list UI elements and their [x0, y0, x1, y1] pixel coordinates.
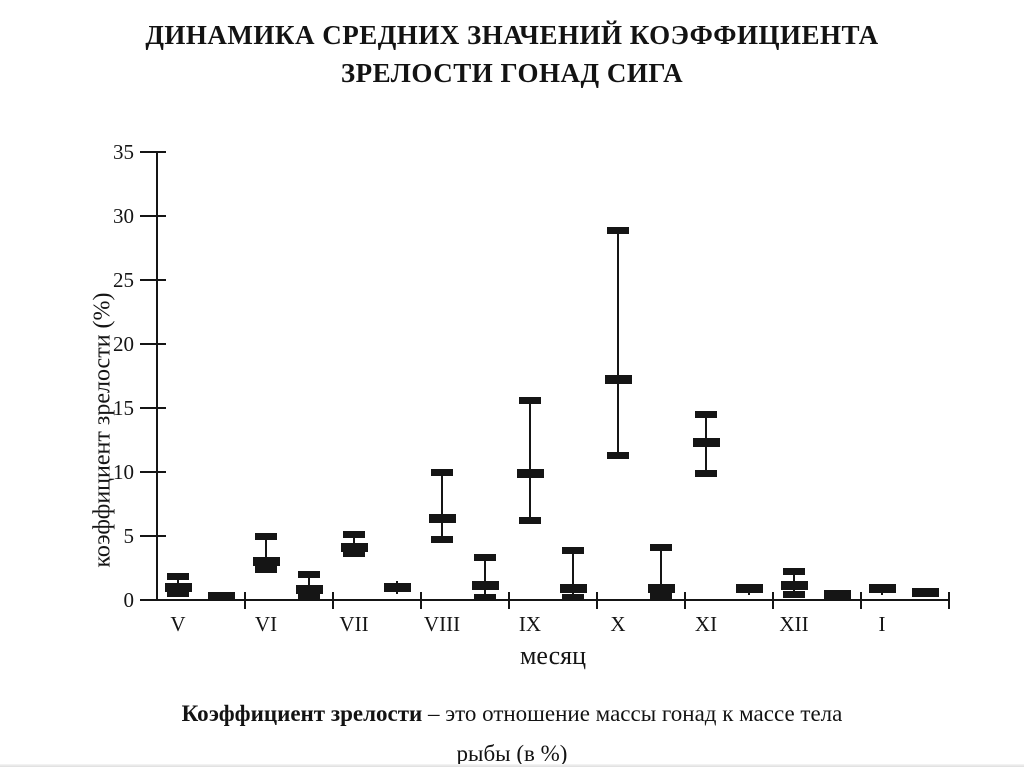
point-series-2-I-mean-marker	[911, 587, 939, 597]
point-series-2-VI-mean-marker	[295, 585, 323, 595]
caption: Коэффициент зрелости – это отношение мас…	[0, 694, 1024, 767]
y-tick-35	[140, 151, 166, 153]
point-series-2-IX-mean-marker	[559, 583, 587, 593]
x-tick-4	[508, 592, 510, 609]
point-series-1-VI-cap-bottom	[255, 565, 277, 573]
y-tick-15	[140, 407, 166, 409]
point-series-1-XII-mean-marker	[780, 581, 808, 591]
point-series-2-IX-cap-top	[562, 546, 584, 554]
point-series-1-V-cap-top	[167, 573, 189, 581]
point-series-1-XII-cap-bottom	[783, 591, 805, 599]
point-series-1-V-mean-marker	[164, 582, 192, 592]
caption-line-2: рыбы (в %)	[456, 741, 568, 766]
point-series-2-IX-cap-bottom	[562, 593, 584, 601]
point-series-1-VIII-whisker-line	[441, 472, 443, 540]
caption-term: Коэффициент зрелости	[181, 701, 423, 726]
x-tick-3	[420, 592, 422, 609]
y-tick-20	[140, 343, 166, 345]
y-tick-25	[140, 279, 166, 281]
y-tick-label-20: 20	[113, 332, 134, 356]
x-axis-line	[156, 599, 950, 601]
x-month-label-IX: IX	[518, 612, 542, 636]
point-series-1-V-cap-bottom	[167, 590, 189, 598]
point-series-2-VI-cap-bottom	[298, 593, 320, 601]
point-series-2-XII-mean-marker	[823, 590, 851, 600]
x-tick-7	[772, 592, 774, 609]
point-series-1-VIII-mean-marker	[428, 513, 456, 523]
y-tick-label-35: 35	[113, 140, 134, 164]
y-tick-label-5: 5	[123, 524, 135, 548]
x-tick-6	[684, 592, 686, 609]
y-tick-30	[140, 215, 166, 217]
point-series-1-I-mean-marker	[868, 583, 896, 593]
x-month-label-X: X	[610, 612, 626, 636]
y-tick-label-15: 15	[113, 396, 134, 420]
point-series-1-XI-cap-bottom	[695, 469, 717, 477]
x-tick-9	[948, 592, 950, 609]
point-series-2-VIII-cap-bottom	[474, 593, 496, 601]
point-series-2-IX-whisker-line	[572, 550, 574, 598]
point-series-1-X-cap-top	[607, 226, 629, 234]
point-series-1-VIII-cap-top	[431, 468, 453, 476]
point-series-1-VIII-cap-bottom	[431, 536, 453, 544]
point-series-2-X-cap-top	[650, 544, 672, 552]
point-series-1-VII-mean-marker	[340, 543, 368, 553]
point-series-1-IX-whisker-line	[529, 400, 531, 521]
x-month-label-VIII: VIII	[423, 612, 461, 636]
point-series-1-IX-mean-marker	[516, 468, 544, 478]
caption-line-1: Коэффициент зрелости – это отношение мас…	[0, 694, 1024, 734]
title-line-2: ЗРЕЛОСТИ ГОНАД СИГА	[340, 58, 684, 88]
point-series-2-X-cap-bottom	[650, 592, 672, 600]
point-series-1-X-mean-marker	[604, 375, 632, 385]
x-tick-2	[332, 592, 334, 609]
point-series-1-VI-mean-marker	[252, 557, 280, 567]
y-tick-0	[140, 599, 166, 601]
y-tick-label-0: 0	[123, 588, 135, 612]
point-series-1-IX-cap-top	[519, 396, 541, 404]
x-month-label-VII: VII	[339, 612, 369, 636]
point-series-1-XI-cap-top	[695, 410, 717, 418]
slide-bottom-edge	[0, 764, 1024, 767]
point-series-2-VIII-whisker-line	[484, 557, 486, 598]
caption-definition: – это отношение массы гонад к массе тела	[422, 701, 843, 726]
point-series-1-VI-cap-top	[255, 532, 277, 540]
point-series-1-X-cap-bottom	[607, 451, 629, 459]
x-month-label-VI: VI	[254, 612, 278, 636]
point-series-1-VII-cap-bottom	[343, 550, 365, 558]
x-month-label-I: I	[878, 612, 886, 636]
point-series-1-XII-cap-top	[783, 568, 805, 576]
x-tick-5	[596, 592, 598, 609]
point-series-2-X-whisker-line	[660, 547, 662, 597]
x-tick-8	[860, 592, 862, 609]
point-series-1-VII-cap-top	[343, 531, 365, 539]
x-month-label-V: V	[170, 612, 186, 636]
point-series-1-VI-whisker-line	[265, 536, 267, 570]
x-month-label-XII: XII	[779, 612, 809, 636]
point-series-1-X-whisker-line	[617, 230, 619, 456]
y-tick-label-10: 10	[113, 460, 134, 484]
point-series-2-X-mean-marker	[647, 583, 675, 593]
x-axis-title: месяц	[519, 641, 587, 670]
point-series-1-IX-cap-bottom	[519, 517, 541, 525]
slide-title: ДИНАМИКА СРЕДНИХ ЗНАЧЕНИЙ КОЭФФИЦИЕНТА З…	[0, 16, 1024, 92]
point-series-2-V-mean-marker	[207, 591, 235, 601]
point-series-2-VI-cap-top	[298, 570, 320, 578]
point-series-2-VIII-mean-marker	[471, 581, 499, 591]
x-tick-1	[244, 592, 246, 609]
y-tick-5	[140, 535, 166, 537]
y-tick-label-25: 25	[113, 268, 134, 292]
y-tick-10	[140, 471, 166, 473]
point-series-2-VIII-cap-top	[474, 554, 496, 562]
title-line-1: ДИНАМИКА СРЕДНИХ ЗНАЧЕНИЙ КОЭФФИЦИЕНТА	[145, 20, 879, 50]
y-axis-line	[156, 152, 158, 601]
y-tick-label-30: 30	[113, 204, 134, 228]
point-series-1-XI-mean-marker	[692, 438, 720, 448]
point-series-2-VII-mean-marker	[383, 582, 411, 592]
point-series-2-XI-mean-marker	[735, 583, 763, 593]
x-month-label-XI: XI	[694, 612, 718, 636]
